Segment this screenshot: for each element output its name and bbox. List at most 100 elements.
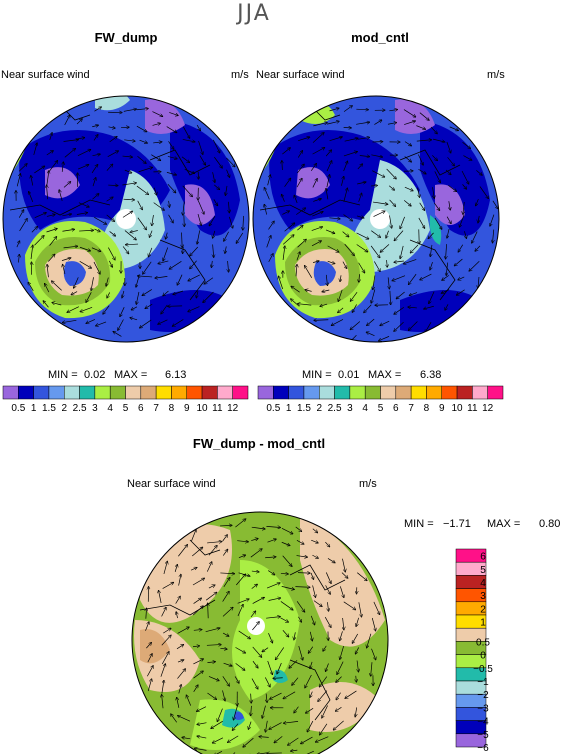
- wind-vector: [49, 237, 57, 246]
- wind-vector: [371, 662, 372, 676]
- wind-vector: [251, 705, 252, 716]
- wind-vector: [478, 276, 479, 288]
- wind-vector: [208, 603, 209, 619]
- wind-vector: [492, 200, 498, 209]
- wind-vector: [390, 290, 391, 305]
- wind-vector: [329, 218, 339, 219]
- coastline: [9, 104, 211, 301]
- wind-vector: [79, 260, 92, 268]
- wind-vector: [92, 194, 98, 200]
- wind-vector: [188, 274, 200, 281]
- wind-vector: [153, 202, 164, 211]
- wind-vector: [265, 557, 275, 558]
- wind-vector: [147, 679, 151, 692]
- wind-vector: [389, 215, 391, 228]
- wind-vector: [296, 540, 304, 544]
- wind-vector: [380, 244, 390, 252]
- wind-vector: [380, 320, 390, 325]
- wind-vector: [182, 139, 195, 141]
- wind-vector: [113, 332, 122, 337]
- wind-vector: [76, 138, 84, 139]
- wind-vector: [220, 648, 226, 649]
- wind-vector: [47, 185, 48, 200]
- wind-vector: [430, 244, 432, 256]
- wind-vector: [343, 106, 352, 112]
- colorbar-swatch: [456, 385, 473, 400]
- wind-vector: [394, 321, 404, 331]
- wind-vector: [417, 187, 420, 198]
- wind-vector: [193, 685, 198, 693]
- wind-vector: [190, 246, 199, 256]
- colorbar-tick-label: −0.5: [473, 664, 493, 675]
- wind-vector: [458, 244, 464, 252]
- wind-vector: [323, 645, 327, 651]
- wind-vector: [213, 139, 219, 153]
- colorbar-tick-label: 6: [480, 552, 486, 563]
- wind-vectors: [16, 107, 244, 337]
- wind-vector: [79, 230, 93, 231]
- wind-vector: [196, 124, 200, 130]
- wind-vector: [331, 319, 344, 325]
- min-value: −1.71: [443, 518, 471, 530]
- wind-vector: [190, 568, 197, 571]
- wind-vector: [123, 199, 135, 200]
- wind-vector: [18, 164, 27, 172]
- wind-vector: [357, 182, 366, 184]
- wind-vector: [312, 133, 324, 143]
- colorbar-tick-label: 1: [480, 618, 486, 629]
- wind-vector: [177, 669, 185, 679]
- min-label: MIN =: [48, 369, 78, 381]
- wind-vector: [251, 584, 258, 589]
- wind-vector: [109, 137, 117, 143]
- wind-vector: [123, 109, 136, 112]
- wind-vector: [476, 170, 482, 175]
- wind-vector: [106, 214, 115, 221]
- wind-vector: [224, 231, 229, 241]
- wind-vector: [370, 245, 380, 258]
- contour-region: [63, 261, 86, 286]
- wind-vector: [126, 244, 139, 245]
- wind-vector: [92, 178, 96, 187]
- wind-vector: [297, 164, 304, 174]
- wind-vector: [373, 601, 380, 614]
- wind-vector: [86, 292, 92, 302]
- wind-vector: [340, 275, 341, 281]
- wind-vector: [182, 185, 192, 197]
- wind-vector: [312, 212, 323, 217]
- map-border: [2, 95, 250, 343]
- wind-vector: [61, 258, 71, 261]
- wind-vector: [122, 183, 136, 186]
- wind-vector: [404, 186, 413, 190]
- wind-vector: [195, 748, 207, 751]
- wind-vector: [457, 289, 465, 295]
- wind-vector: [197, 706, 207, 712]
- wind-vector: [190, 260, 197, 269]
- wind-vector: [146, 643, 151, 649]
- wind-vector: [237, 599, 249, 604]
- wind-vector: [222, 592, 229, 602]
- wind-vector: [178, 574, 181, 586]
- wind-vector: [356, 216, 364, 218]
- wind-vector: [136, 109, 148, 110]
- wind-vector: [248, 721, 252, 730]
- wind-vector: [178, 545, 187, 557]
- contour-region: [296, 167, 330, 199]
- wind-vector: [64, 115, 70, 126]
- colorbar-swatch: [94, 385, 111, 400]
- wind-vector: [313, 123, 327, 127]
- wind-vector: [356, 617, 359, 626]
- min-label: MIN =: [404, 518, 434, 530]
- wind-vector: [183, 126, 189, 138]
- wind-vector: [214, 184, 219, 189]
- wind-vector: [173, 290, 184, 294]
- wind-vector: [291, 750, 298, 751]
- wind-vector: [301, 736, 313, 744]
- wind-vector: [389, 199, 396, 206]
- wind-vector: [367, 633, 372, 648]
- wind-vector: [182, 737, 191, 738]
- colorbar-tick-label: 11: [467, 403, 478, 414]
- wind-vector: [357, 572, 367, 581]
- wind-vector: [124, 169, 132, 173]
- colorbar-tick-label: −2: [477, 690, 489, 701]
- wind-vector: [63, 246, 78, 248]
